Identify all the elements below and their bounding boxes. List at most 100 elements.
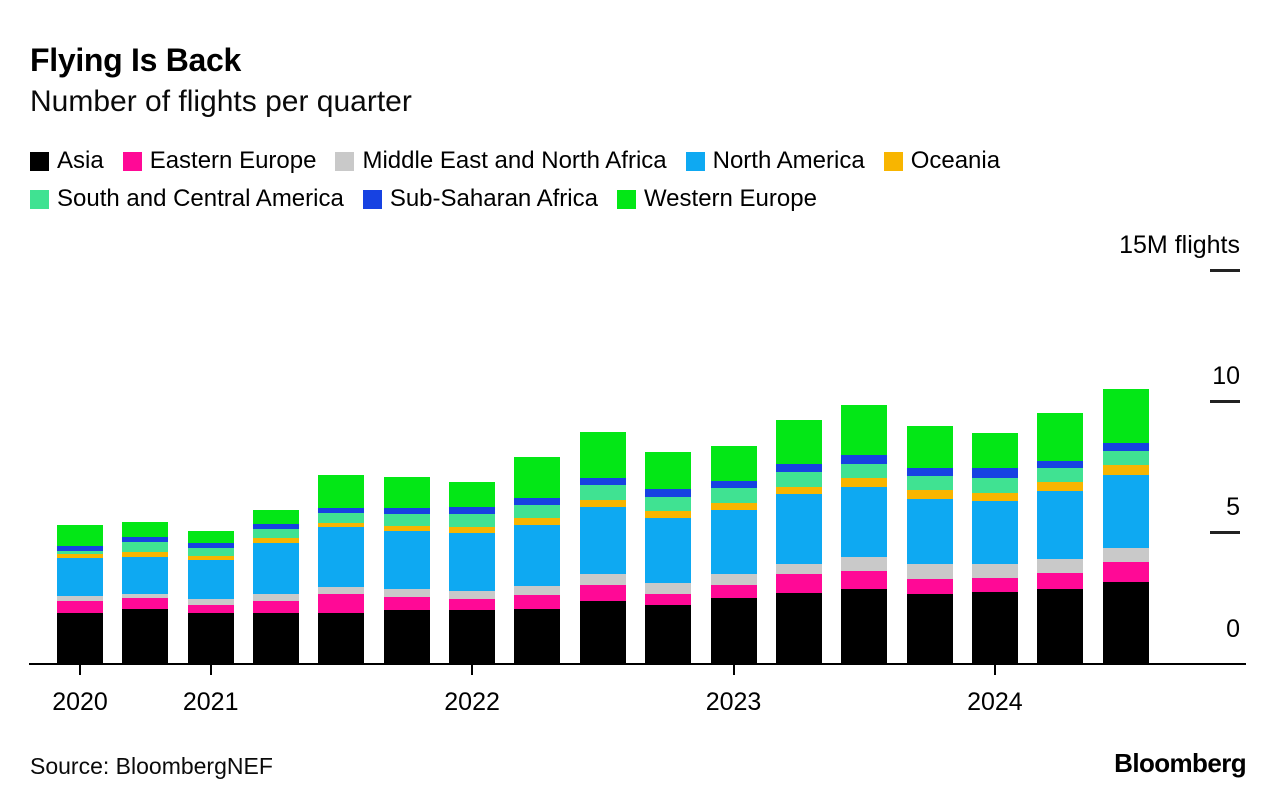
segment-eastern-europe	[514, 595, 561, 609]
legend-label: Western Europe	[643, 185, 817, 212]
segment-sub-saharan-africa	[122, 536, 169, 543]
segment-sub-saharan-africa	[906, 468, 953, 477]
segment-north-america	[1102, 474, 1149, 549]
segment-asia	[253, 612, 300, 664]
segment-western-europe	[1037, 413, 1084, 462]
segment-eastern-europe	[449, 599, 496, 611]
segment-middle-east-and-north-africa	[775, 563, 822, 574]
segment-oceania	[971, 493, 1018, 502]
legend-row-2: South and Central America Sub-Saharan Afr…	[30, 185, 817, 213]
segment-south-and-central-america	[645, 497, 692, 511]
segment-oceania	[57, 553, 103, 558]
legend-item-sub-saharan-africa: Sub-Saharan Africa	[362, 185, 598, 213]
segment-eastern-europe	[841, 571, 888, 590]
legend-label: Sub-Saharan Africa	[389, 185, 598, 212]
segment-south-and-central-america	[187, 547, 234, 556]
segment-western-europe	[514, 457, 561, 498]
eastern-europe-swatch-icon	[122, 151, 142, 171]
segment-eastern-europe	[383, 596, 430, 611]
segment-oceania	[318, 522, 365, 527]
x-axis-line	[29, 663, 1246, 665]
y-axis-label-15: 15M flights	[1119, 231, 1240, 259]
x-tick-2024	[993, 664, 996, 675]
segment-sub-saharan-africa	[1037, 461, 1084, 469]
x-tick-2023	[732, 664, 735, 675]
segment-middle-east-and-north-africa	[1102, 548, 1149, 563]
segment-sub-saharan-africa	[645, 489, 692, 498]
segment-middle-east-and-north-africa	[1037, 559, 1084, 574]
segment-oceania	[122, 552, 169, 558]
y-tick-dash-5	[1210, 531, 1240, 534]
x-tick-2020	[79, 664, 81, 675]
segment-western-europe	[841, 405, 888, 456]
north-america-swatch-icon	[685, 151, 705, 171]
segment-middle-east-and-north-africa	[710, 573, 757, 585]
segment-middle-east-and-north-africa	[253, 593, 300, 601]
segment-south-and-central-america	[841, 463, 888, 479]
segment-south-and-central-america	[383, 513, 430, 526]
segment-asia	[514, 608, 561, 664]
x-axis-label-2021: 2021	[182, 688, 239, 716]
legend-row-1: Asia Eastern Europe Middle East and North …	[30, 147, 1000, 175]
segment-asia	[57, 612, 103, 664]
segment-sub-saharan-africa	[841, 455, 888, 464]
south-and-central-america-swatch-icon	[30, 189, 49, 209]
bar-2021-q4	[383, 0, 430, 664]
segment-south-and-central-america	[579, 485, 626, 500]
bar-2020-q3	[57, 0, 103, 664]
y-tick-dash-10	[1210, 400, 1240, 403]
segment-north-america	[122, 557, 169, 595]
segment-sub-saharan-africa	[187, 542, 234, 548]
segment-north-america	[579, 507, 626, 575]
bar-2021-q2	[253, 0, 300, 664]
segment-sub-saharan-africa	[253, 523, 300, 529]
bar-2023-q4	[906, 0, 953, 664]
segment-middle-east-and-north-africa	[187, 598, 234, 605]
segment-sub-saharan-africa	[579, 478, 626, 486]
segment-western-europe	[579, 431, 626, 478]
legend-label: North America	[712, 147, 865, 174]
segment-eastern-europe	[253, 600, 300, 613]
segment-north-america	[906, 499, 953, 565]
bar-2022-q2	[514, 0, 561, 664]
segment-north-america	[710, 509, 757, 574]
y-tick-dash-15	[1210, 269, 1240, 272]
segment-north-america	[449, 533, 496, 591]
middle-east-and-north-africa-swatch-icon	[335, 151, 355, 171]
legend-label: Eastern Europe	[149, 147, 317, 174]
segment-north-america	[645, 518, 692, 584]
segment-asia	[1037, 589, 1084, 664]
segment-eastern-europe	[1102, 562, 1149, 582]
segment-south-and-central-america	[971, 478, 1018, 494]
segment-middle-east-and-north-africa	[449, 590, 496, 600]
segment-north-america	[1037, 491, 1084, 560]
chart-title: Flying Is Back	[30, 42, 241, 78]
segment-sub-saharan-africa	[383, 507, 430, 514]
legend-item-asia: Asia	[30, 147, 104, 175]
segment-eastern-europe	[57, 600, 103, 613]
segment-oceania	[841, 478, 888, 488]
segment-eastern-europe	[710, 584, 757, 598]
bar-2023-q1	[710, 0, 757, 664]
segment-middle-east-and-north-africa	[841, 556, 888, 571]
x-axis-label-2024: 2024	[967, 688, 1023, 716]
segment-south-and-central-america	[906, 476, 953, 491]
segment-north-america	[971, 501, 1018, 565]
chart-subtitle: Number of flights per quarter	[30, 85, 412, 118]
legend-item-western-europe: Western Europe	[616, 185, 817, 213]
segment-middle-east-and-north-africa	[122, 594, 169, 598]
segment-middle-east-and-north-africa	[318, 586, 365, 594]
legend-item-eastern-europe: Eastern Europe	[122, 147, 317, 175]
segment-north-america	[383, 530, 430, 589]
segment-oceania	[710, 502, 757, 510]
bar-2022-q3	[579, 0, 626, 664]
segment-north-america	[514, 525, 561, 587]
legend-label: South and Central America	[57, 185, 344, 212]
segment-oceania	[187, 555, 234, 560]
segment-asia	[318, 612, 365, 664]
segment-western-europe	[383, 476, 430, 508]
segment-asia	[841, 589, 888, 664]
segment-oceania	[383, 525, 430, 531]
segment-south-and-central-america	[318, 512, 365, 523]
